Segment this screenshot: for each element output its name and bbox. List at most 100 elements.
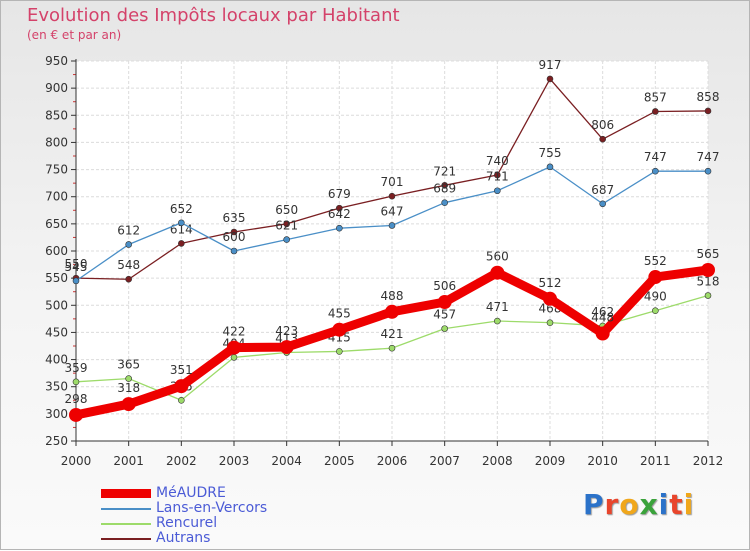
data-point-m-audre: [69, 407, 83, 422]
data-label-autrans: 650: [275, 203, 298, 217]
legend-label: Rencurel: [156, 515, 218, 531]
x-tick-label: 2008: [482, 454, 513, 468]
x-tick-label: 2010: [587, 454, 618, 468]
data-label-m-audre: 512: [539, 276, 562, 290]
data-point-rencurel: [125, 375, 132, 382]
data-point-autrans: [388, 192, 396, 200]
data-point-m-audre: [701, 263, 715, 277]
proxiti-logo: Proxiti: [583, 488, 694, 521]
logo-letter: x: [639, 488, 659, 521]
data-label-autrans: 857: [644, 90, 667, 104]
data-label-m-audre: 423: [275, 324, 298, 338]
data-label-rencurel: 359: [65, 361, 88, 375]
logo-letter: i: [658, 488, 670, 521]
data-label-m-audre: 448: [591, 311, 614, 325]
data-point-rencurel: [388, 344, 396, 352]
data-label-lans-en-vercors: 755: [539, 146, 562, 160]
data-label-m-audre: 565: [697, 247, 720, 261]
data-label-autrans: 858: [697, 90, 720, 104]
data-point-m-audre: [332, 322, 347, 337]
data-label-rencurel: 421: [381, 327, 404, 341]
data-label-lans-en-vercors: 647: [381, 204, 404, 218]
y-tick-label: 650: [45, 217, 68, 231]
data-label-lans-en-vercors: 642: [328, 207, 351, 221]
logo-letter: P: [583, 488, 605, 521]
legend-swatch: [101, 523, 151, 525]
data-point-autrans: [336, 204, 343, 212]
data-label-m-audre: 298: [65, 392, 88, 406]
data-label-rencurel: 518: [697, 275, 720, 289]
data-point-m-audre: [227, 340, 241, 355]
data-point-m-audre: [543, 291, 557, 306]
x-tick-label: 2002: [166, 454, 197, 468]
data-label-lans-en-vercors: 652: [170, 202, 193, 216]
x-tick-label: 2005: [324, 454, 355, 468]
logo-letter: i: [683, 488, 695, 521]
data-label-m-audre: 560: [486, 250, 509, 264]
y-tick-label: 500: [45, 298, 68, 312]
data-label-autrans: 635: [223, 211, 246, 225]
legend-label: MéAUDRE: [156, 485, 226, 501]
legend-swatch: [101, 538, 151, 540]
data-point-m-audre: [121, 397, 136, 412]
data-point-lans-en-vercors: [178, 219, 185, 227]
data-label-autrans: 721: [433, 164, 456, 178]
x-tick-label: 2012: [693, 454, 724, 468]
y-tick-label: 800: [45, 135, 68, 149]
y-tick-label: 900: [45, 81, 68, 95]
data-label-lans-en-vercors: 600: [223, 230, 246, 244]
data-label-rencurel: 457: [433, 308, 456, 322]
data-point-m-audre: [595, 326, 610, 341]
data-label-autrans: 806: [591, 118, 614, 132]
legend-label: Lans-en-Vercors: [156, 500, 268, 516]
data-label-lans-en-vercors: 545: [65, 260, 88, 274]
data-label-lans-en-vercors: 612: [117, 223, 140, 237]
x-tick-label: 2009: [535, 454, 566, 468]
data-point-autrans: [546, 75, 554, 83]
chart-subtitle: (en € et par an): [27, 28, 122, 42]
legend-item-rencurel: Rencurel: [101, 516, 361, 531]
data-label-rencurel: 365: [117, 358, 140, 372]
legend-swatch: [101, 489, 151, 498]
x-tick-label: 2004: [271, 454, 302, 468]
y-tick-label: 450: [45, 325, 68, 339]
data-point-rencurel: [704, 292, 712, 299]
data-label-lans-en-vercors: 689: [433, 182, 456, 196]
logo-letter: o: [619, 488, 640, 521]
x-tick-label: 2007: [429, 454, 460, 468]
data-label-m-audre: 351: [170, 363, 193, 377]
data-label-lans-en-vercors: 747: [697, 150, 720, 164]
data-point-m-audre: [490, 265, 505, 280]
data-point-autrans: [494, 171, 501, 179]
data-label-m-audre: 552: [644, 254, 667, 268]
y-tick-label: 600: [45, 244, 68, 258]
data-point-autrans: [652, 108, 659, 115]
data-point-autrans: [599, 135, 606, 143]
y-tick-label: 700: [45, 190, 68, 204]
y-tick-label: 350: [45, 380, 68, 394]
chart-title: Evolution des Impôts locaux par Habitant: [27, 5, 400, 26]
data-point-m-audre: [648, 270, 663, 285]
data-point-lans-en-vercors: [441, 199, 448, 206]
data-label-m-audre: 488: [381, 289, 404, 303]
data-point-lans-en-vercors: [494, 187, 501, 195]
data-label-lans-en-vercors: 621: [275, 219, 298, 233]
data-point-m-audre: [437, 295, 452, 310]
data-point-m-audre: [279, 340, 294, 355]
x-tick-label: 2011: [640, 454, 671, 468]
x-tick-label: 2003: [219, 454, 250, 468]
logo-letter: t: [669, 488, 684, 521]
data-point-lans-en-vercors: [599, 200, 606, 208]
y-tick-label: 250: [45, 434, 68, 448]
data-label-autrans: 917: [539, 58, 562, 72]
data-label-autrans: 679: [328, 187, 351, 201]
data-point-rencurel: [652, 307, 659, 315]
data-point-rencurel: [230, 354, 238, 361]
data-point-rencurel: [72, 378, 80, 386]
data-label-autrans: 550: [65, 257, 88, 271]
y-tick-label: 300: [45, 407, 68, 421]
data-label-lans-en-vercors: 711: [486, 170, 509, 184]
legend-item-lans-en-vercors: Lans-en-Vercors: [101, 501, 361, 516]
